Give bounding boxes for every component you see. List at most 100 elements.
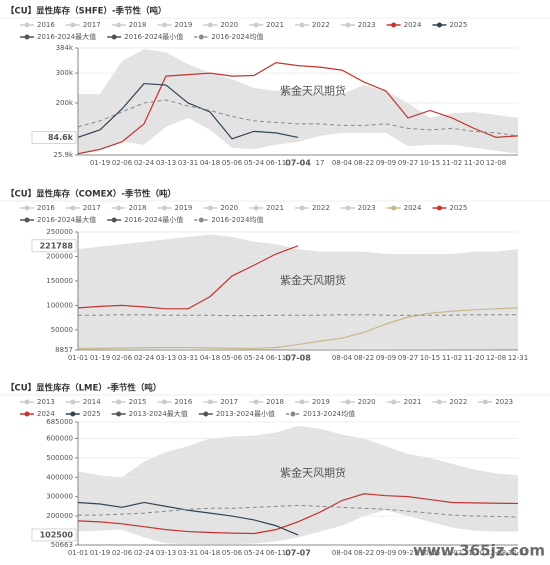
legend-dot: [207, 22, 213, 28]
x-tick-label: 07-04: [285, 159, 311, 168]
y-tick-label: 300k: [56, 69, 74, 77]
legend-dot: [482, 399, 488, 405]
legend-label: 2016-2024均值: [211, 215, 263, 224]
legend-label: 2023: [358, 21, 376, 29]
legend-label: 2018: [129, 204, 147, 212]
legend-label: 2021: [266, 21, 284, 29]
y-tick-label: 25.9k: [53, 151, 74, 159]
x-tick-label: 09-09: [376, 354, 396, 362]
max-band: [78, 425, 518, 545]
mean-line: [78, 504, 519, 518]
legend-label: 2022: [449, 398, 467, 406]
legend-dot: [345, 399, 351, 405]
legend-label: 2016-2024最大值: [37, 215, 96, 224]
x-tick-label: 05-24: [244, 549, 265, 557]
x-tick-label: 04-18: [200, 549, 220, 557]
legend-label: 2022: [312, 204, 330, 212]
legend-label: 2016-2024最小值: [124, 215, 183, 224]
legend-dot: [253, 205, 259, 211]
series-line: [77, 307, 519, 350]
legend-dot: [299, 205, 305, 211]
x-tick-label: 09-09: [376, 549, 396, 557]
x-tick-label: 11-02: [442, 159, 462, 167]
x-tick-label: 01-01: [68, 549, 88, 557]
x-tick-label: 09-27: [398, 159, 418, 167]
legend-label: 2024: [404, 204, 422, 212]
legend-label: 2025: [449, 204, 467, 212]
x-tick-label: 01-19: [90, 354, 110, 362]
legend-label: 2013-2024均值: [303, 409, 355, 418]
legend-label: 2013: [37, 398, 55, 406]
value-tag: [31, 239, 77, 253]
y-tick-label: 200000: [46, 252, 73, 260]
value-tag-label: 84.6k: [48, 133, 74, 142]
legend-dot: [70, 411, 76, 417]
legend-dot: [70, 399, 76, 405]
legend-dot: [116, 22, 122, 28]
series-line: [77, 62, 519, 155]
y-tick-label: 685000: [46, 418, 73, 426]
legend-dot: [345, 205, 351, 211]
y-tick-label: 600000: [46, 434, 73, 442]
legend-dot: [391, 22, 397, 28]
x-tick-label: 07-07: [285, 549, 311, 558]
x-tick-label: 12-08: [486, 549, 506, 557]
series-line: [77, 82, 299, 140]
legend-dot: [24, 399, 30, 405]
x-tick-label: 11-20: [464, 549, 484, 557]
legend-dot: [299, 22, 305, 28]
x-tick-label: 03-13: [156, 159, 176, 167]
legend-dot: [24, 217, 30, 223]
max-band: [78, 234, 518, 350]
x-tick-label: 17: [316, 159, 325, 167]
x-tick-label: 08-04: [332, 549, 353, 557]
x-tick-label: 09-27: [398, 549, 418, 557]
legend-label: 2019: [174, 204, 192, 212]
value-tag: [31, 131, 77, 144]
legend-label: 2016: [37, 21, 55, 29]
x-tick-label: 02-24: [134, 354, 155, 362]
x-tick-label: 01-19: [90, 159, 110, 167]
legend-dot: [436, 22, 442, 28]
x-tick-label: 03-13: [156, 354, 176, 362]
legend-dot: [198, 34, 204, 40]
x-tick-label: 02-24: [134, 549, 155, 557]
legend-label: 2019: [312, 398, 330, 406]
legend-dot: [111, 34, 117, 40]
legend-label: 2022: [312, 21, 330, 29]
legend-dot: [436, 399, 442, 405]
legend-label: 2016-2024均值: [211, 32, 263, 41]
legend-label: 2024: [404, 21, 422, 29]
legend-label: 2025: [83, 410, 101, 418]
x-tick-label: 01-01: [68, 354, 88, 362]
x-tick-label: 12-31: [508, 549, 528, 557]
legend-dot: [116, 411, 122, 417]
legend-dot: [24, 411, 30, 417]
series-line: [77, 501, 299, 536]
legend-label: 2018: [129, 21, 147, 29]
legend-label: 2023: [358, 204, 376, 212]
legend-dot: [207, 205, 213, 211]
x-tick-label: 05-06: [222, 354, 243, 362]
x-tick-label: 09-27: [398, 354, 418, 362]
x-tick-label: 12-08: [486, 159, 506, 167]
legend-label: 2023: [495, 398, 513, 406]
x-tick-label: 02-06: [112, 354, 133, 362]
y-tick-label: 200k: [56, 99, 74, 107]
x-tick-label: 08-22: [354, 549, 374, 557]
x-tick-label: 10-15: [420, 159, 440, 167]
x-tick-label: 06-11: [266, 354, 286, 362]
x-tick-label: 03-31: [178, 549, 198, 557]
y-tick-label: 500000: [46, 454, 73, 462]
legend-dot: [116, 205, 122, 211]
x-tick-label: 05-06: [222, 549, 243, 557]
x-tick-label: 01-19: [90, 549, 110, 557]
x-tick-label: 12-31: [508, 354, 528, 362]
watermark: 紫金天风期货: [280, 466, 346, 480]
legend-label: 2024: [37, 410, 55, 418]
x-tick-label: 02-06: [112, 159, 133, 167]
legend-dot: [253, 22, 259, 28]
legend-label: 2017: [83, 204, 101, 212]
legend-dot: [391, 205, 397, 211]
